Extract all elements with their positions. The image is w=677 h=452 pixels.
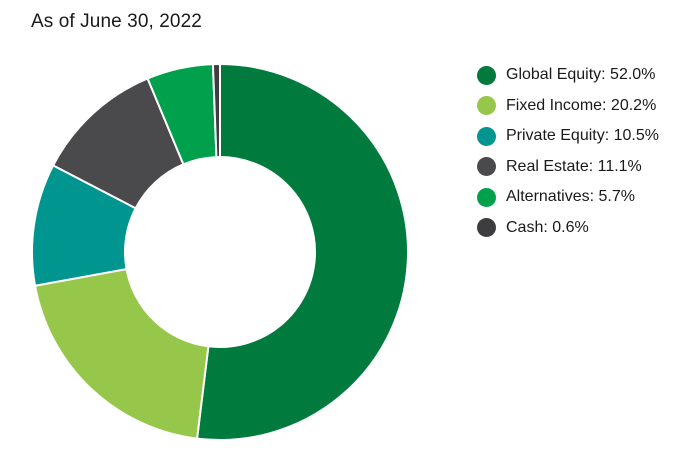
legend-item-private-equity: Private Equity: 10.5% [477, 123, 659, 149]
legend-label-private-equity: Private Equity: 10.5% [506, 127, 659, 144]
legend-label-real-estate: Real Estate: 11.1% [506, 157, 642, 175]
legend-swatch-cash [477, 218, 496, 237]
donut-chart [31, 63, 410, 441]
legend-label-alternatives: Alternatives: 5.7% [506, 188, 635, 205]
chart-subtitle: As of June 30, 2022 [31, 11, 202, 32]
legend-item-fixed-income: Fixed Income: 20.2% [477, 93, 659, 119]
legend-swatch-global-equity [477, 65, 496, 85]
slice-fixed-income [34, 268, 210, 440]
legend-label-fixed-income: Fixed Income: 20.2% [506, 96, 657, 114]
legend-item-real-estate: Real Estate: 11.1% [477, 154, 659, 180]
chart-legend: Global Equity: 52.0% Fixed Income: 20.2% P… [477, 62, 659, 245]
legend-item-alternatives: Alternatives: 5.7% [477, 184, 659, 210]
legend-swatch-alternatives [477, 187, 496, 207]
slice-global-equity [196, 63, 410, 441]
legend-swatch-fixed-income [477, 96, 496, 115]
legend-label-global-equity: Global Equity: 52.0% [506, 66, 656, 83]
legend-swatch-real-estate [477, 157, 496, 176]
legend-swatch-private-equity [477, 126, 496, 146]
legend-item-global-equity: Global Equity: 52.0% [477, 62, 659, 88]
slice-cash [211, 63, 221, 159]
legend-label-cash: Cash: 0.6% [506, 218, 589, 236]
legend-item-cash: Cash: 0.6% [477, 215, 659, 241]
